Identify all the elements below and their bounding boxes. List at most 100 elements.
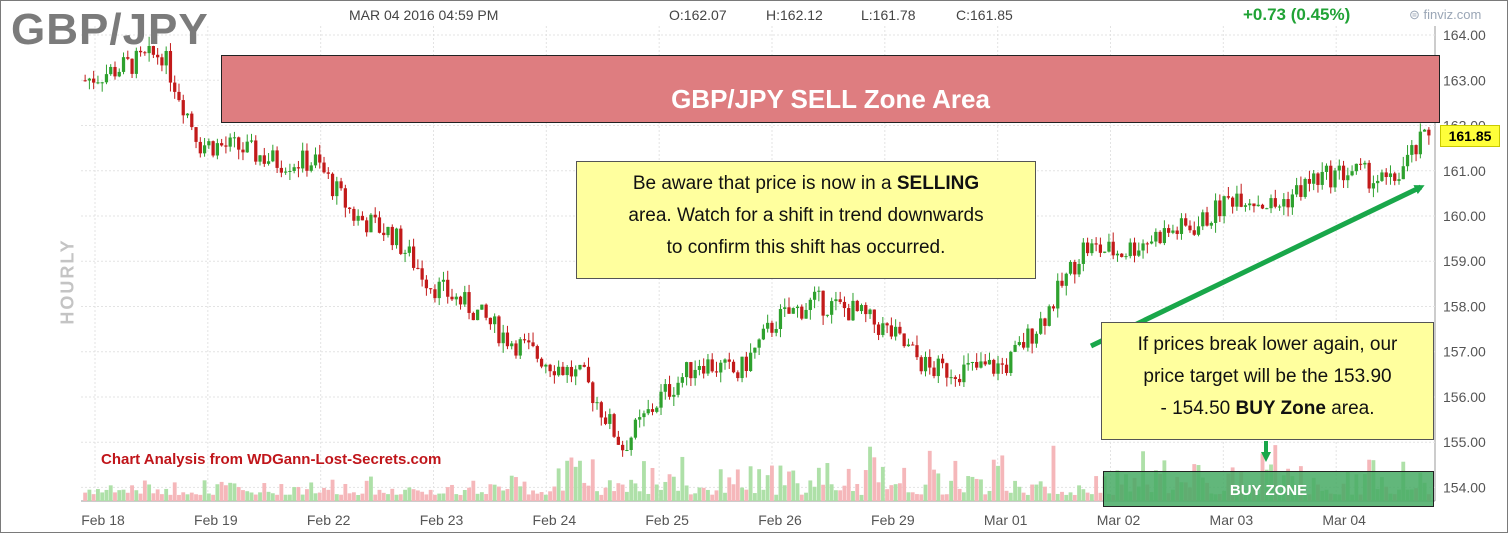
candle-body xyxy=(185,113,190,116)
x-tick-label: Feb 29 xyxy=(871,512,915,528)
volume-bar xyxy=(1021,492,1026,501)
volume-bar xyxy=(607,480,612,501)
candle-body xyxy=(680,377,684,383)
candle-body xyxy=(774,329,778,333)
candle-body xyxy=(335,181,339,197)
x-tick-label: Mar 04 xyxy=(1322,512,1366,528)
candle-body xyxy=(1154,231,1158,242)
volume-bar xyxy=(1030,484,1035,501)
candle-body xyxy=(365,220,369,233)
volume-bar xyxy=(1060,491,1064,501)
volume-bar xyxy=(932,469,936,501)
volume-bar xyxy=(87,489,92,501)
candle-body xyxy=(1209,222,1213,226)
x-tick-label: Feb 26 xyxy=(758,512,802,528)
candle-body xyxy=(834,299,838,302)
candle-body xyxy=(847,308,851,321)
candle-body xyxy=(1115,253,1120,256)
candle-body xyxy=(940,358,945,364)
candle-body xyxy=(885,323,889,326)
candle-body xyxy=(215,143,219,156)
candle-body xyxy=(591,382,595,404)
volume-bar xyxy=(957,488,962,501)
x-tick-label: Mar 03 xyxy=(1210,512,1254,528)
candle-body xyxy=(168,50,173,83)
candle-body xyxy=(1256,204,1260,207)
candle-body xyxy=(800,306,804,319)
y-tick-label: 159.00 xyxy=(1443,253,1486,269)
candle-body xyxy=(1149,241,1154,244)
candle-body xyxy=(894,326,898,337)
candle-body xyxy=(795,306,800,309)
volume-bar xyxy=(287,494,292,501)
candle-body xyxy=(872,309,876,325)
volume-bar xyxy=(991,459,996,501)
candle-body xyxy=(791,308,795,314)
source-text: finviz.com xyxy=(1423,7,1482,22)
candle-body xyxy=(646,409,650,414)
finviz-icon: ⊜ xyxy=(1409,7,1424,22)
candle-body xyxy=(859,305,864,312)
volume-bar xyxy=(876,482,881,501)
candle-body xyxy=(1085,242,1090,254)
volume-bar xyxy=(415,490,420,501)
candle-body xyxy=(1013,344,1017,352)
candle-body xyxy=(1282,199,1286,207)
candle-body xyxy=(296,167,301,169)
candle-body xyxy=(966,362,970,365)
candle-body xyxy=(830,301,834,315)
candle-body xyxy=(945,363,949,378)
candle-body xyxy=(667,384,672,397)
candle-body xyxy=(416,267,420,269)
volume-bar xyxy=(159,494,164,501)
candle-body xyxy=(1295,185,1299,195)
volume-bar xyxy=(347,493,352,501)
candle-body xyxy=(740,356,744,379)
candle-body xyxy=(1077,263,1081,275)
candle-body xyxy=(868,309,872,315)
source-logo[interactable]: ⊜ finviz.com xyxy=(1409,7,1481,23)
candle-body xyxy=(266,161,271,164)
candle-body xyxy=(881,323,885,335)
candle-body xyxy=(1333,170,1337,188)
candle-body xyxy=(220,143,224,146)
candle-body xyxy=(1017,342,1021,345)
volume-bar xyxy=(1051,445,1056,501)
volume-bar xyxy=(723,492,727,501)
volume-bar xyxy=(245,491,250,501)
volume-bar xyxy=(253,494,258,501)
volume-bar xyxy=(535,493,540,501)
candle-body xyxy=(689,362,693,379)
candle-body xyxy=(697,365,702,370)
candle-body xyxy=(1427,129,1431,136)
uptrend-arrow xyxy=(1089,184,1425,349)
candle-body xyxy=(1418,131,1422,155)
candle-body xyxy=(1239,193,1243,207)
candle-body xyxy=(1004,364,1009,374)
volume-bar xyxy=(151,493,156,501)
volume-bar xyxy=(851,491,855,501)
x-tick-label: Feb 18 xyxy=(81,512,125,528)
volume-bar xyxy=(983,494,988,501)
candle-body xyxy=(1367,162,1371,189)
candle-body xyxy=(1397,179,1401,181)
candle-body xyxy=(1026,328,1030,348)
candle-body xyxy=(659,391,663,408)
buy-note-line-3-end: area. xyxy=(1325,398,1375,419)
candle-body xyxy=(292,167,296,171)
candle-body xyxy=(1030,328,1034,344)
candle-body xyxy=(1213,200,1218,223)
volume-bar xyxy=(821,484,826,501)
volume-bar xyxy=(825,463,830,501)
candle-body xyxy=(936,358,940,377)
candle-body xyxy=(87,78,92,81)
volume-bar xyxy=(868,446,872,501)
volume-bar xyxy=(586,485,591,501)
candle-body xyxy=(1277,206,1282,208)
volume-bar xyxy=(782,485,787,501)
volume-bar xyxy=(816,467,821,501)
candle-body xyxy=(411,246,416,268)
volume-bar xyxy=(919,494,924,501)
volume-bar xyxy=(927,450,932,501)
volume-bar xyxy=(1017,486,1022,501)
